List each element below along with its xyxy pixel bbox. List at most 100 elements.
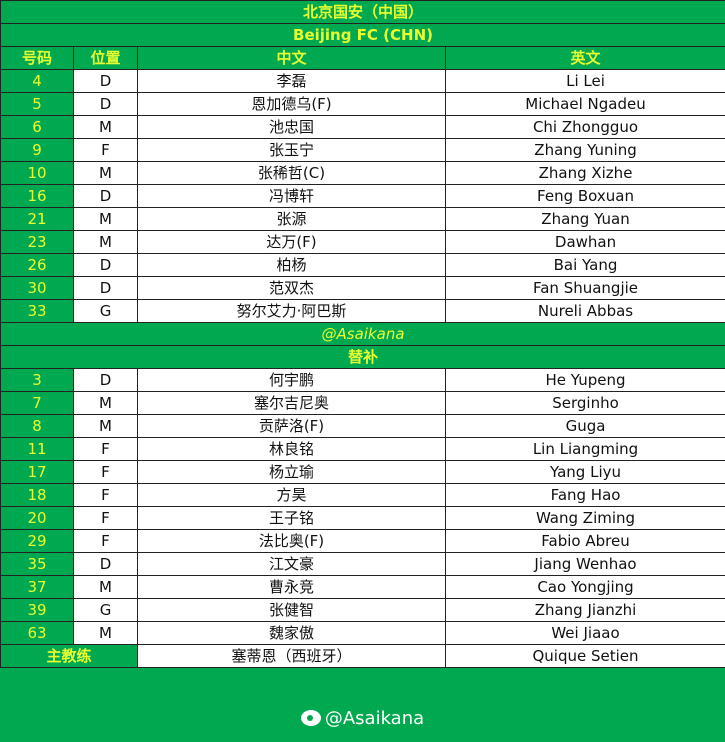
player-name-cn: 曹永竞 [137, 575, 446, 599]
player-number: 4 [0, 69, 74, 93]
player-row: 35 D 江文豪 Jiang Wenhao [0, 552, 725, 576]
player-row: 4 D 李磊 Li Lei [0, 69, 725, 93]
player-number: 29 [0, 529, 74, 553]
player-row: 10 M 张稀哲(C) Zhang Xizhe [0, 161, 725, 185]
player-position: D [73, 552, 138, 576]
player-name-cn: 方昊 [137, 483, 446, 507]
player-position: M [73, 161, 138, 185]
player-position: D [73, 276, 138, 300]
header-chinese: 中文 [137, 46, 446, 70]
player-position: F [73, 506, 138, 530]
player-name-en: Fang Hao [444, 483, 725, 507]
player-row: 16 D 冯博轩 Feng Boxuan [0, 184, 725, 208]
coach-name-cn: 塞蒂恩（西班牙） [137, 644, 446, 668]
subs-label-row: 替补 [0, 345, 725, 369]
player-position: F [73, 437, 138, 461]
player-row: 63 M 魏家傲 Wei Jiaao [0, 621, 725, 645]
player-name-en: Zhang Yuan [444, 207, 725, 231]
player-row: 39 G 张健智 Zhang Jianzhi [0, 598, 725, 622]
player-name-cn: 张健智 [137, 598, 446, 622]
player-name-cn: 冯博轩 [137, 184, 446, 208]
watermark-row: @Asaikana [0, 322, 725, 346]
player-row: 6 M 池忠国 Chi Zhongguo [0, 115, 725, 139]
coach-name-en: Quique Setien [444, 644, 725, 668]
player-row: 29 F 法比奥(F) Fabio Abreu [0, 529, 725, 553]
player-number: 10 [0, 161, 74, 185]
player-name-en: Yang Liyu [444, 460, 725, 484]
header-english: 英文 [444, 46, 725, 70]
player-name-en: Zhang Xizhe [444, 161, 725, 185]
player-position: F [73, 138, 138, 162]
player-name-cn: 张玉宁 [137, 138, 446, 162]
player-row: 33 G 努尔艾力·阿巴斯 Nureli Abbas [0, 299, 725, 323]
player-position: M [73, 621, 138, 645]
player-name-cn: 张源 [137, 207, 446, 231]
player-name-cn: 努尔艾力·阿巴斯 [137, 299, 446, 323]
player-name-en: Cao Yongjing [444, 575, 725, 599]
player-number: 16 [0, 184, 74, 208]
player-name-cn: 何宇鹏 [137, 368, 446, 392]
player-position: F [73, 483, 138, 507]
player-row: 7 M 塞尔吉尼奥 Serginho [0, 391, 725, 415]
player-position: D [73, 368, 138, 392]
player-number: 17 [0, 460, 74, 484]
player-name-en: Wei Jiaao [444, 621, 725, 645]
player-position: F [73, 529, 138, 553]
player-position: M [73, 414, 138, 438]
player-name-en: Lin Liangming [444, 437, 725, 461]
player-position: D [73, 184, 138, 208]
footer-handle: @Asaikana [324, 708, 425, 729]
player-name-cn: 范双杰 [137, 276, 446, 300]
player-row: 18 F 方昊 Fang Hao [0, 483, 725, 507]
player-name-cn: 贡萨洛(F) [137, 414, 446, 438]
player-row: 21 M 张源 Zhang Yuan [0, 207, 725, 231]
player-name-en: Serginho [444, 391, 725, 415]
player-name-en: Zhang Jianzhi [444, 598, 725, 622]
player-name-cn: 恩加德乌(F) [137, 92, 446, 116]
player-name-cn: 池忠国 [137, 115, 446, 139]
header-row: 号码 位置 中文 英文 [0, 46, 725, 70]
player-name-en: Li Lei [444, 69, 725, 93]
player-name-en: Nureli Abbas [444, 299, 725, 323]
player-position: D [73, 253, 138, 277]
player-row: 17 F 杨立瑜 Yang Liyu [0, 460, 725, 484]
player-name-en: Fabio Abreu [444, 529, 725, 553]
player-name-cn: 柏杨 [137, 253, 446, 277]
player-position: M [73, 207, 138, 231]
player-number: 11 [0, 437, 74, 461]
header-number: 号码 [0, 46, 74, 70]
player-row: 11 F 林良铭 Lin Liangming [0, 437, 725, 461]
player-number: 63 [0, 621, 74, 645]
team-title-cn: 北京国安（中国） [0, 0, 725, 24]
player-row: 26 D 柏杨 Bai Yang [0, 253, 725, 277]
player-row: 23 M 达万(F) Dawhan [0, 230, 725, 254]
player-row: 37 M 曹永竞 Cao Yongjing [0, 575, 725, 599]
player-number: 37 [0, 575, 74, 599]
player-name-cn: 张稀哲(C) [137, 161, 446, 185]
player-number: 21 [0, 207, 74, 231]
player-number: 39 [0, 598, 74, 622]
player-name-en: Bai Yang [444, 253, 725, 277]
player-name-cn: 李磊 [137, 69, 446, 93]
player-number: 30 [0, 276, 74, 300]
player-name-en: Wang Ziming [444, 506, 725, 530]
player-row: 3 D 何宇鹏 He Yupeng [0, 368, 725, 392]
player-number: 8 [0, 414, 74, 438]
player-number: 9 [0, 138, 74, 162]
player-position: D [73, 69, 138, 93]
player-row: 30 D 范双杰 Fan Shuangjie [0, 276, 725, 300]
player-position: G [73, 598, 138, 622]
player-name-cn: 法比奥(F) [137, 529, 446, 553]
player-name-en: Dawhan [444, 230, 725, 254]
player-position: F [73, 460, 138, 484]
player-number: 6 [0, 115, 74, 139]
coach-label: 主教练 [0, 644, 138, 668]
player-position: G [73, 299, 138, 323]
player-row: 9 F 张玉宁 Zhang Yuning [0, 138, 725, 162]
player-name-en: He Yupeng [444, 368, 725, 392]
player-number: 20 [0, 506, 74, 530]
player-name-en: Zhang Yuning [444, 138, 725, 162]
player-number: 33 [0, 299, 74, 323]
